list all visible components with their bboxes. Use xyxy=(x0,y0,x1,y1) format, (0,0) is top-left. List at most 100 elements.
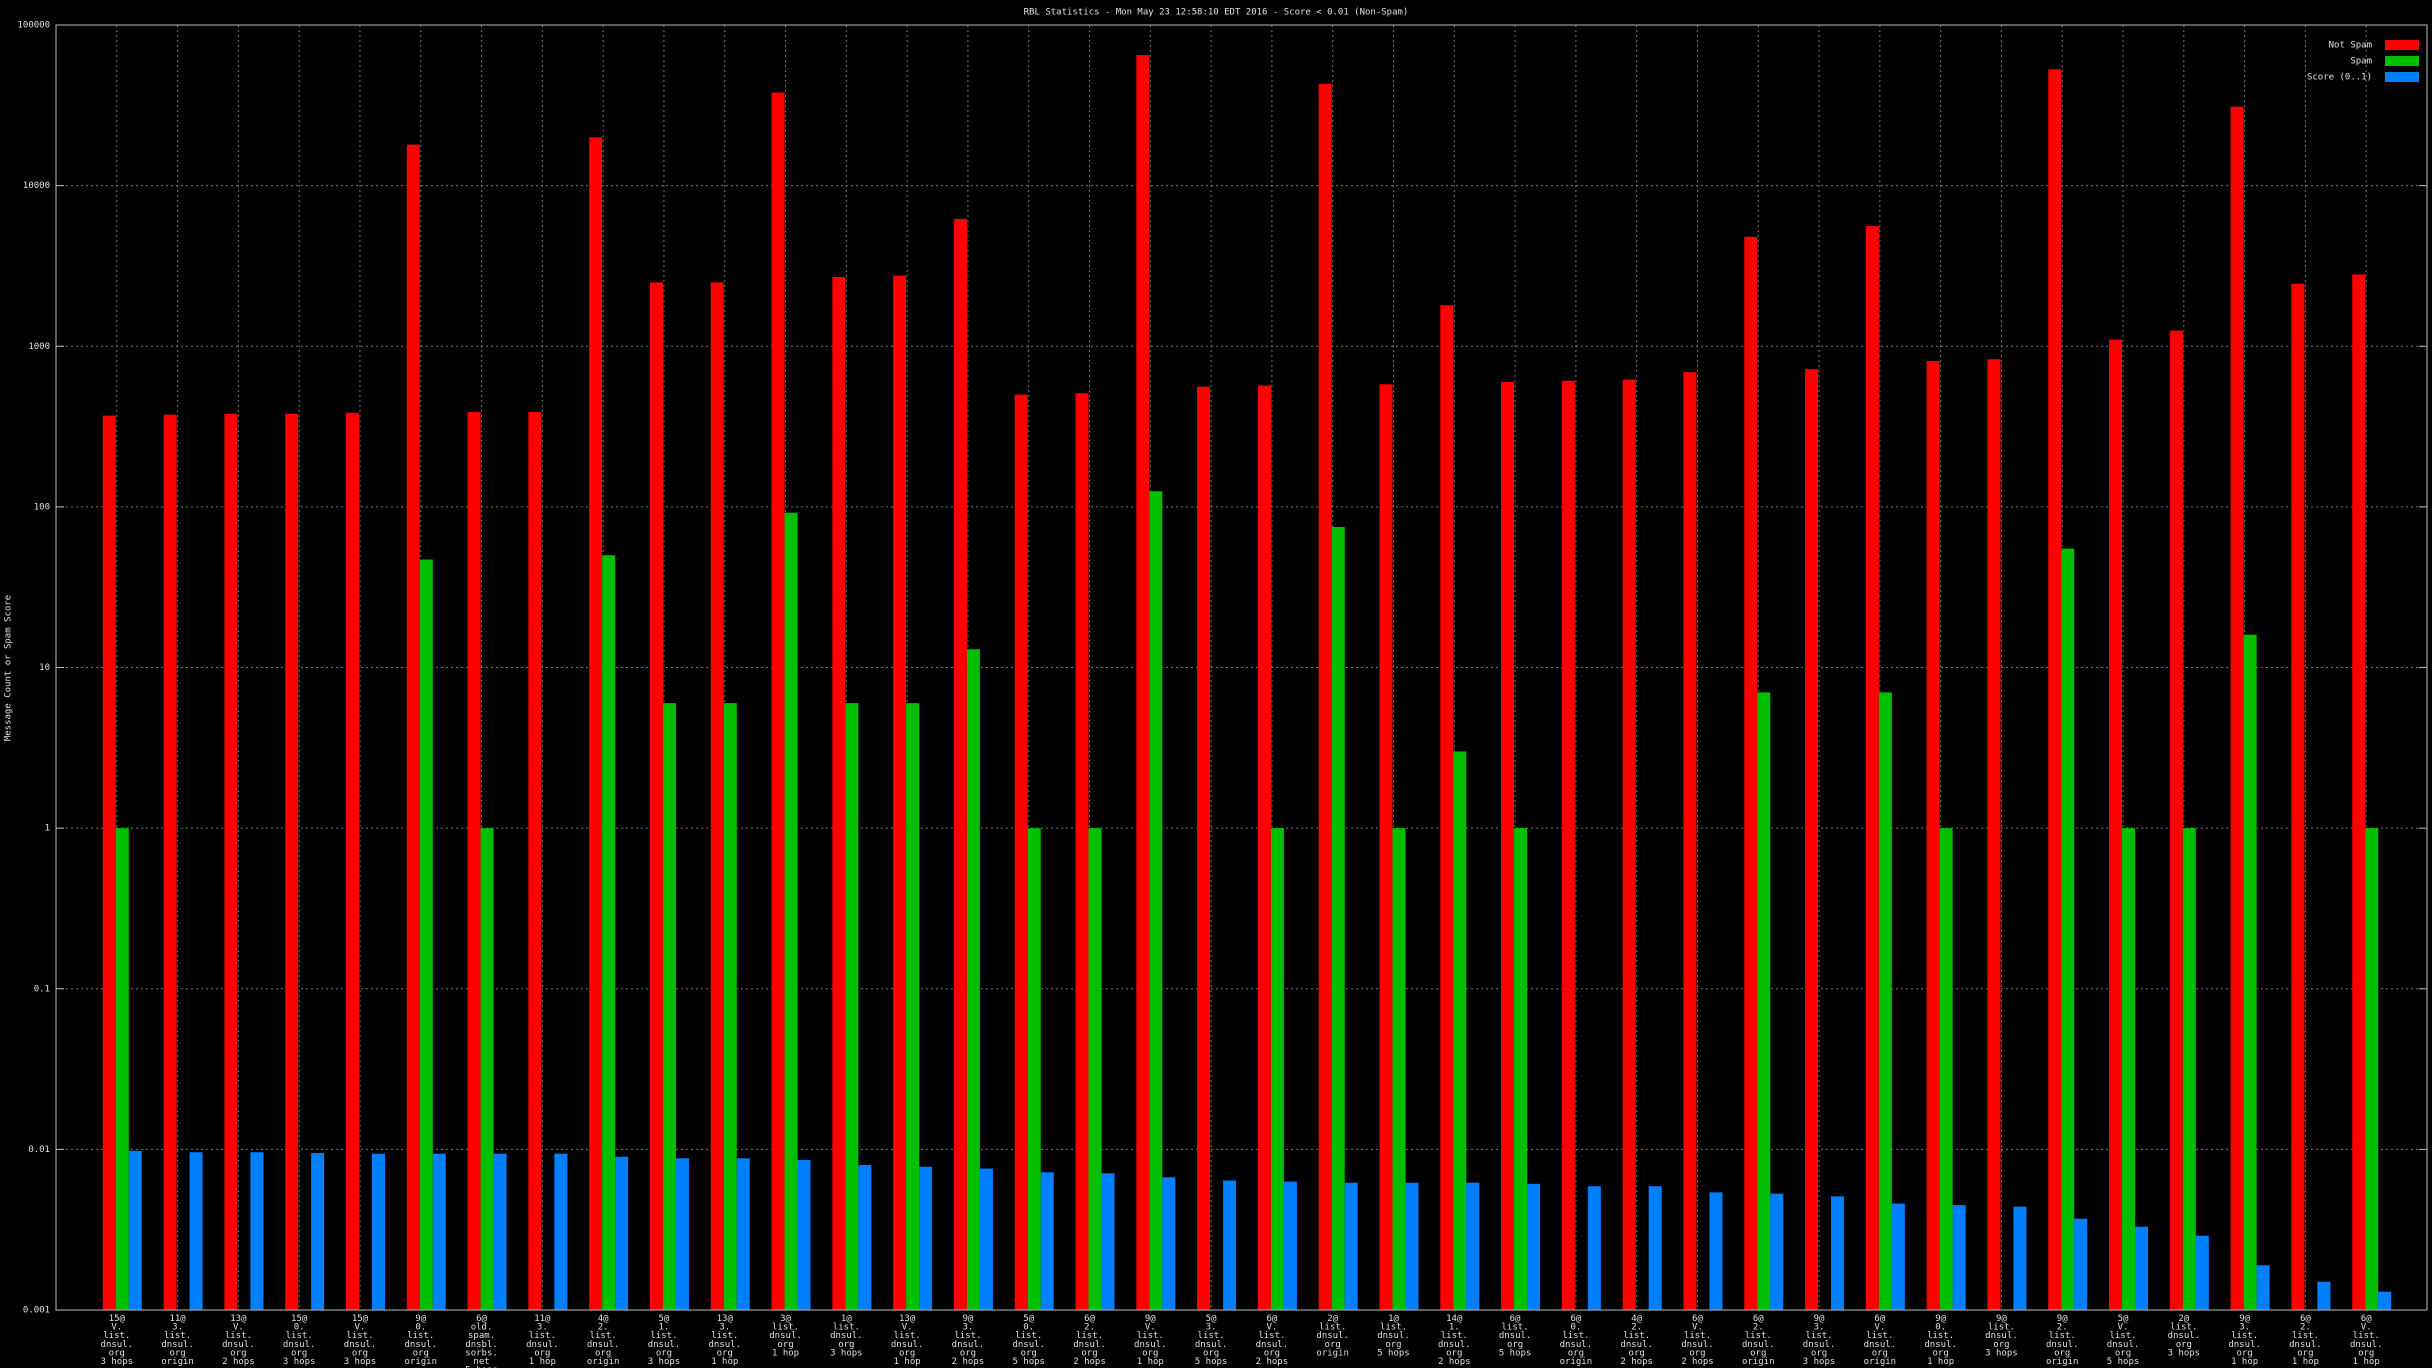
x-tick-label: 6@ list. dnsul. org 5 hops xyxy=(1499,1314,1532,1358)
x-tick-label: 6@ V. list. dnsul. org origin xyxy=(1864,1314,1897,1367)
bar xyxy=(1587,1186,1601,1310)
bar xyxy=(1027,828,1041,1310)
bar xyxy=(1952,1205,1966,1310)
bar xyxy=(736,1158,750,1310)
bar xyxy=(493,1153,507,1310)
y-tick-label: 1 xyxy=(45,824,50,834)
bar xyxy=(649,282,663,1311)
x-tick-label: 6@ V. list. dnsul. org 1 hop xyxy=(2350,1314,2383,1367)
x-tick-label: 9@ list. dnsul. org 3 hops xyxy=(1985,1314,2018,1358)
bar xyxy=(1561,380,1575,1310)
y-axis-label: Message Count or Spam Score xyxy=(4,595,14,741)
bar xyxy=(906,703,920,1310)
bar xyxy=(1405,1182,1419,1310)
bar xyxy=(2109,339,2123,1310)
bar xyxy=(615,1156,629,1310)
x-tick-label: 5@ 1. list. dnsul. org 3 hops xyxy=(648,1314,681,1367)
x-tick-label: 9@ V. list. dnsul. org 1 hop xyxy=(1134,1314,1167,1367)
x-tick-label: 9@ 3. list. dnsul. org 1 hop xyxy=(2228,1314,2261,1367)
x-tick-label: 13@ V. list. dnsul. org 1 hop xyxy=(891,1314,924,1367)
bar xyxy=(1757,692,1771,1310)
bar xyxy=(2243,634,2257,1310)
bar xyxy=(2317,1281,2331,1310)
y-tick-label: 0.001 xyxy=(23,1306,50,1316)
bar xyxy=(919,1166,933,1310)
bar xyxy=(1527,1183,1541,1310)
bar xyxy=(1197,386,1211,1311)
bar xyxy=(2291,283,2305,1310)
bar xyxy=(1648,1186,1662,1310)
x-tick-label: 13@ V. list. dnsul. org 2 hops xyxy=(222,1314,255,1367)
x-tick-label: 6@ 0. list. dnsul. org origin xyxy=(1560,1314,1593,1367)
bar xyxy=(784,512,798,1310)
bar xyxy=(1805,369,1819,1310)
x-tick-label: 9@ 3. list. dnsul. org 2 hops xyxy=(952,1314,985,1367)
bar xyxy=(224,413,238,1310)
legend-swatch xyxy=(2385,40,2419,50)
x-tick-label: 6@ V. list. dnsul. org 2 hops xyxy=(1681,1314,1714,1367)
bar xyxy=(602,555,616,1310)
x-tick-label: 4@ 2. list. dnsul. org origin xyxy=(587,1314,620,1367)
bar xyxy=(1939,828,1953,1310)
bar xyxy=(1865,226,1879,1311)
x-tick-label: 13@ 3. list. dnsul. org 1 hop xyxy=(708,1314,741,1367)
bar xyxy=(1149,491,1163,1310)
bar xyxy=(1709,1192,1723,1310)
bar xyxy=(554,1153,568,1310)
bar xyxy=(285,413,299,1310)
x-tick-label: 11@ 3. list. dnsul. org 1 hop xyxy=(526,1314,559,1367)
x-tick-label: 6@old.spam.dnsbl.sorbs.net5 hops xyxy=(465,1314,498,1368)
legend-label: Not Spam xyxy=(2329,41,2372,51)
bar xyxy=(1379,384,1393,1310)
plot-frame xyxy=(55,24,2428,1311)
bar xyxy=(979,1168,993,1310)
y-tick-label: 10000 xyxy=(23,181,50,191)
x-tick-label: 14@ 1. list. dnsul. org 2 hops xyxy=(1438,1314,1471,1367)
bar xyxy=(1878,692,1892,1310)
bar xyxy=(675,1158,689,1310)
y-tick-label: 100000 xyxy=(17,21,50,31)
x-tick-label: 9@ 3. list. dnsul. org 3 hops xyxy=(1803,1314,1836,1367)
bar xyxy=(797,1159,811,1310)
bar xyxy=(2061,548,2075,1310)
bar xyxy=(1392,828,1406,1310)
bar xyxy=(528,411,542,1310)
bar xyxy=(1501,381,1515,1310)
bar xyxy=(1466,1182,1480,1310)
bar xyxy=(1831,1196,1845,1310)
bar xyxy=(102,415,116,1310)
bar xyxy=(1075,393,1089,1310)
bar xyxy=(1453,751,1467,1310)
bar xyxy=(2169,330,2183,1310)
bar xyxy=(2352,274,2366,1310)
bar xyxy=(710,282,724,1311)
bar xyxy=(845,703,859,1310)
bar xyxy=(189,1152,203,1310)
legend-swatch xyxy=(2385,72,2419,82)
bar xyxy=(2230,106,2244,1310)
bar xyxy=(115,828,129,1310)
x-tick-label: 6@ 2. list. dnsul. org 2 hops xyxy=(1073,1314,1106,1367)
x-tick-label: 9@ 2. list. dnsul. org origin xyxy=(2046,1314,2079,1367)
bar xyxy=(1770,1193,1784,1310)
x-tick-label: 15@ V. list. dnsul. org 3 hops xyxy=(344,1314,377,1367)
bar xyxy=(1014,394,1028,1311)
bar xyxy=(1162,1177,1176,1310)
bar xyxy=(1683,372,1697,1310)
bar xyxy=(1891,1203,1905,1310)
x-tick-label: 1@ list. dnsul. org 5 hops xyxy=(1377,1314,1410,1358)
bar xyxy=(858,1164,872,1310)
bar xyxy=(832,276,846,1311)
y-tick-label: 10 xyxy=(39,663,50,673)
x-tick-label: 2@ list. dnsul. org origin xyxy=(1316,1314,1349,1358)
bar xyxy=(2074,1218,2088,1310)
bar xyxy=(893,275,907,1311)
y-tick-label: 0.01 xyxy=(28,1145,50,1155)
y-tick-label: 0.1 xyxy=(34,984,50,994)
bar xyxy=(1514,828,1528,1310)
bar xyxy=(345,412,359,1311)
x-tick-label: 6@ 2. list. dnsul. org 1 hop xyxy=(2289,1314,2322,1367)
bar xyxy=(966,649,980,1310)
x-tick-label: 5@ 0. list. dnsul. org 5 hops xyxy=(1012,1314,1045,1367)
